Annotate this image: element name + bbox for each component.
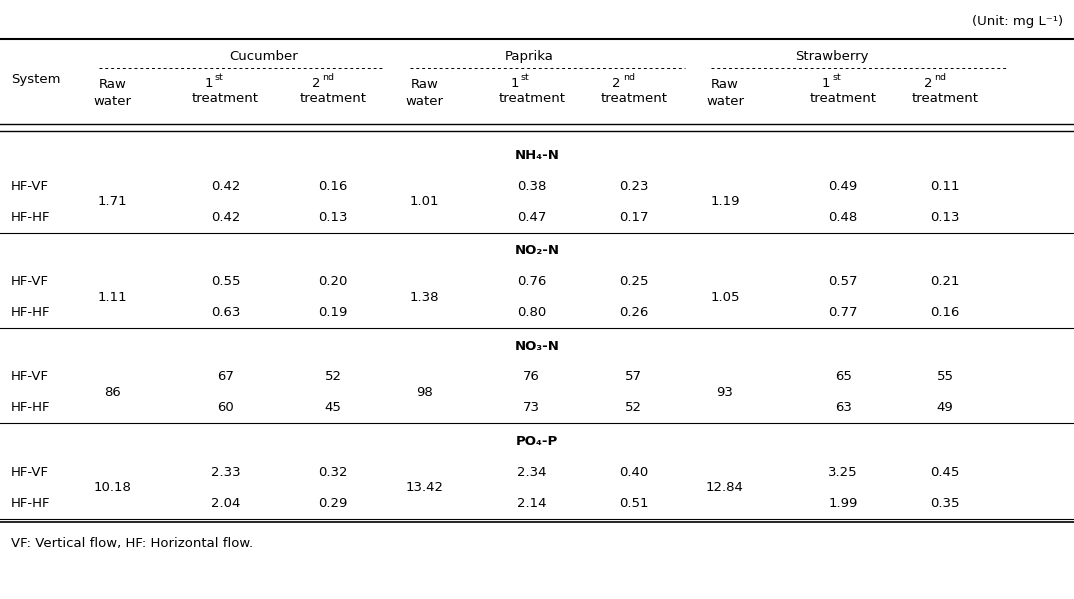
Text: Raw
water: Raw water — [405, 78, 444, 108]
Text: 13.42: 13.42 — [405, 481, 444, 494]
Text: 0.19: 0.19 — [318, 306, 348, 319]
Text: 1: 1 — [822, 77, 830, 90]
Text: NO₂-N: NO₂-N — [514, 244, 560, 258]
Text: 0.80: 0.80 — [517, 306, 547, 319]
Text: treatment: treatment — [810, 92, 876, 105]
Text: PO₄-P: PO₄-P — [516, 435, 558, 448]
Text: VF: Vertical flow, HF: Horizontal flow.: VF: Vertical flow, HF: Horizontal flow. — [11, 537, 252, 550]
Text: 1.38: 1.38 — [409, 291, 439, 304]
Text: HF-HF: HF-HF — [11, 497, 50, 510]
Text: 1.19: 1.19 — [710, 195, 740, 208]
Text: HF-VF: HF-VF — [11, 370, 48, 383]
Text: st: st — [832, 72, 841, 82]
Text: 0.42: 0.42 — [211, 180, 241, 193]
Text: 2.34: 2.34 — [517, 465, 547, 479]
Text: 65: 65 — [834, 370, 852, 383]
Text: 76: 76 — [523, 370, 540, 383]
Text: 0.63: 0.63 — [211, 306, 241, 319]
Text: 0.32: 0.32 — [318, 465, 348, 479]
Text: 1.11: 1.11 — [98, 291, 128, 304]
Text: 0.13: 0.13 — [930, 211, 960, 224]
Text: 57: 57 — [625, 370, 642, 383]
Text: 0.76: 0.76 — [517, 275, 547, 288]
Text: 1.05: 1.05 — [710, 291, 740, 304]
Text: treatment: treatment — [498, 92, 565, 105]
Text: 0.26: 0.26 — [619, 306, 649, 319]
Text: System: System — [11, 73, 60, 86]
Text: 0.40: 0.40 — [619, 465, 649, 479]
Text: 45: 45 — [324, 401, 342, 415]
Text: HF-HF: HF-HF — [11, 401, 50, 415]
Text: 2.14: 2.14 — [517, 497, 547, 510]
Text: 2.04: 2.04 — [211, 497, 241, 510]
Text: st: st — [521, 72, 529, 82]
Text: HF-HF: HF-HF — [11, 306, 50, 319]
Text: 0.11: 0.11 — [930, 180, 960, 193]
Text: 0.25: 0.25 — [619, 275, 649, 288]
Text: 1.71: 1.71 — [98, 195, 128, 208]
Text: Paprika: Paprika — [505, 50, 554, 63]
Text: HF-VF: HF-VF — [11, 275, 48, 288]
Text: 93: 93 — [716, 386, 734, 399]
Text: treatment: treatment — [192, 92, 259, 105]
Text: 67: 67 — [217, 370, 234, 383]
Text: 0.48: 0.48 — [828, 211, 858, 224]
Text: 0.57: 0.57 — [828, 275, 858, 288]
Text: st: st — [215, 72, 223, 82]
Text: Raw
water: Raw water — [706, 78, 744, 108]
Text: HF-HF: HF-HF — [11, 211, 50, 224]
Text: Cucumber: Cucumber — [229, 50, 297, 63]
Text: 0.23: 0.23 — [619, 180, 649, 193]
Text: 0.21: 0.21 — [930, 275, 960, 288]
Text: 52: 52 — [625, 401, 642, 415]
Text: 0.45: 0.45 — [930, 465, 960, 479]
Text: treatment: treatment — [600, 92, 667, 105]
Text: 52: 52 — [324, 370, 342, 383]
Text: 2: 2 — [612, 77, 621, 90]
Text: 60: 60 — [217, 401, 234, 415]
Text: 1: 1 — [510, 77, 519, 90]
Text: 0.17: 0.17 — [619, 211, 649, 224]
Text: 86: 86 — [104, 386, 121, 399]
Text: 0.20: 0.20 — [318, 275, 348, 288]
Text: 63: 63 — [834, 401, 852, 415]
Text: 2.33: 2.33 — [211, 465, 241, 479]
Text: nd: nd — [623, 72, 635, 82]
Text: 73: 73 — [523, 401, 540, 415]
Text: (Unit: mg L⁻¹): (Unit: mg L⁻¹) — [972, 15, 1063, 28]
Text: 0.16: 0.16 — [318, 180, 348, 193]
Text: treatment: treatment — [912, 92, 978, 105]
Text: 0.47: 0.47 — [517, 211, 547, 224]
Text: 1.99: 1.99 — [828, 497, 858, 510]
Text: 1.01: 1.01 — [409, 195, 439, 208]
Text: nd: nd — [934, 72, 946, 82]
Text: 98: 98 — [416, 386, 433, 399]
Text: 12.84: 12.84 — [706, 481, 744, 494]
Text: 2: 2 — [924, 77, 932, 90]
Text: 2: 2 — [311, 77, 320, 90]
Text: 1: 1 — [204, 77, 213, 90]
Text: Raw
water: Raw water — [93, 78, 132, 108]
Text: HF-VF: HF-VF — [11, 465, 48, 479]
Text: 0.77: 0.77 — [828, 306, 858, 319]
Text: 0.29: 0.29 — [318, 497, 348, 510]
Text: NH₄-N: NH₄-N — [514, 149, 560, 162]
Text: 0.55: 0.55 — [211, 275, 241, 288]
Text: 10.18: 10.18 — [93, 481, 132, 494]
Text: 0.49: 0.49 — [828, 180, 858, 193]
Text: 3.25: 3.25 — [828, 465, 858, 479]
Text: 0.38: 0.38 — [517, 180, 547, 193]
Text: 49: 49 — [937, 401, 954, 415]
Text: 0.42: 0.42 — [211, 211, 241, 224]
Text: 55: 55 — [937, 370, 954, 383]
Text: 0.16: 0.16 — [930, 306, 960, 319]
Text: NO₃-N: NO₃-N — [514, 340, 560, 353]
Text: 0.35: 0.35 — [930, 497, 960, 510]
Text: treatment: treatment — [300, 92, 366, 105]
Text: Strawberry: Strawberry — [796, 50, 869, 63]
Text: nd: nd — [322, 72, 334, 82]
Text: 0.51: 0.51 — [619, 497, 649, 510]
Text: 0.13: 0.13 — [318, 211, 348, 224]
Text: HF-VF: HF-VF — [11, 180, 48, 193]
